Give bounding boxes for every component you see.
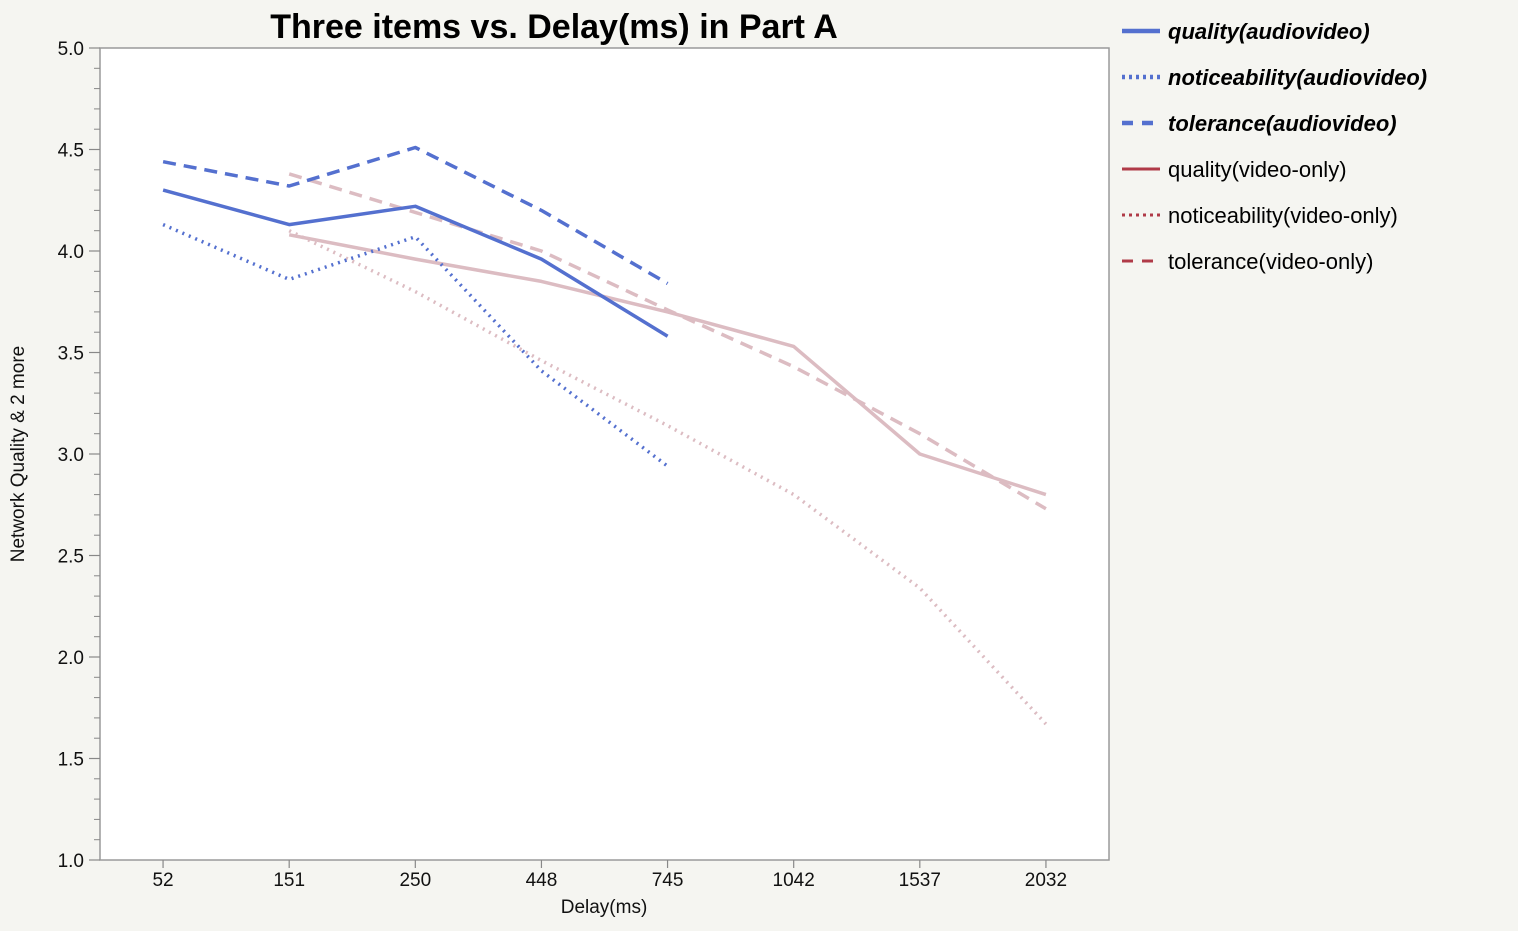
x-tick-label: 1537 <box>899 870 941 891</box>
y-axis-title: Network Quality & 2 more <box>8 346 29 562</box>
legend-label: quality(video-only) <box>1168 157 1347 182</box>
legend: quality(audiovideo) noticeability(audiovi… <box>1122 19 1427 274</box>
legend-label: tolerance(audiovideo) <box>1168 111 1397 136</box>
legend-label: tolerance(video-only) <box>1168 249 1373 274</box>
series-line-noticeability-video-only <box>288 229 1048 726</box>
x-tick-label: 1042 <box>773 870 815 891</box>
series-line-noticeability-audiovideo <box>162 222 669 468</box>
series-line-tolerance-video-only <box>288 172 1047 511</box>
series-line-quality-video-only <box>288 233 1047 497</box>
x-tick-label: 151 <box>273 870 305 891</box>
y-tick-label: 2.0 <box>58 648 84 669</box>
y-tick-label: 2.5 <box>58 547 84 568</box>
x-axis-title: Delay(ms) <box>561 897 648 918</box>
x-tick-label: 745 <box>652 870 684 891</box>
x-tick-label: 250 <box>399 870 431 891</box>
x-axis: 52 151 250 448 745 1042 1537 2032 <box>152 860 1067 891</box>
legend-label: noticeability(video-only) <box>1168 203 1398 228</box>
chart-title: Three items vs. Delay(ms) in Part A <box>270 8 838 46</box>
y-tick-label: 3.5 <box>58 344 84 365</box>
y-tick-label: 5.0 <box>58 39 84 60</box>
y-tick-label: 4.5 <box>58 141 84 162</box>
y-tick-label: 1.0 <box>58 851 84 872</box>
legend-label: quality(audiovideo) <box>1168 19 1370 44</box>
series-line-quality-audiovideo <box>162 188 669 338</box>
x-tick-label: 448 <box>526 870 558 891</box>
series-line-tolerance-audiovideo <box>162 145 669 286</box>
x-tick-label: 52 <box>152 870 173 891</box>
y-tick-label: 3.0 <box>58 445 84 466</box>
series-layer <box>162 145 1048 726</box>
y-tick-label: 1.5 <box>58 750 84 771</box>
y-axis: 1.0 1.5 2.0 2.5 3.0 3.5 4.0 4.5 5.0 <box>58 39 100 872</box>
x-tick-label: 2032 <box>1025 870 1067 891</box>
y-tick-label: 4.0 <box>58 242 84 263</box>
plot-area <box>99 47 1110 861</box>
legend-label: noticeability(audiovideo) <box>1168 65 1427 90</box>
